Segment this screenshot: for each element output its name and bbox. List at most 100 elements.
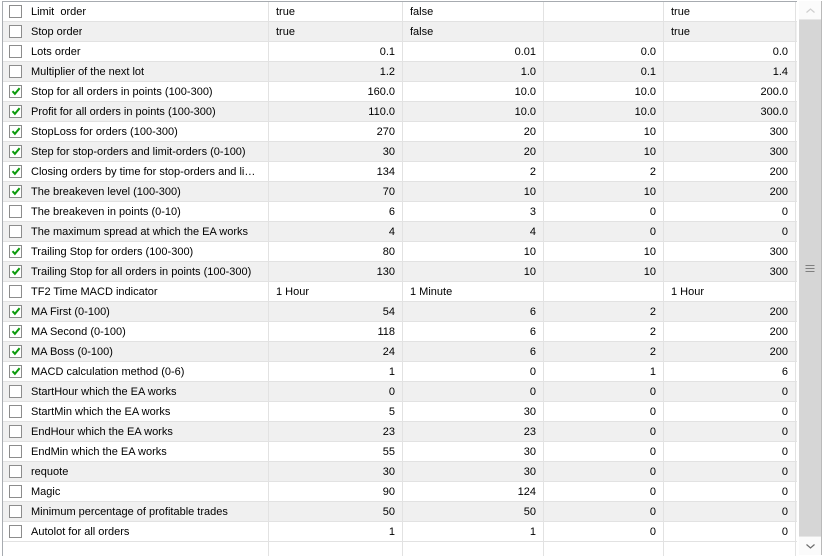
row-checkbox[interactable] — [9, 345, 22, 358]
cell-start[interactable]: 124 — [403, 482, 544, 501]
cell-stop[interactable]: 300.0 — [664, 102, 796, 121]
cell-stop[interactable]: 0 — [664, 422, 796, 441]
cell-stop[interactable]: 300 — [664, 262, 796, 281]
scroll-down-button[interactable] — [799, 536, 821, 555]
cell-value[interactable]: 110.0 — [269, 102, 403, 121]
row-checkbox[interactable] — [9, 205, 22, 218]
table-row[interactable]: Trailing Stop for all orders in points (… — [3, 262, 797, 282]
cell-start[interactable]: 23 — [403, 422, 544, 441]
cell-step[interactable]: 2 — [544, 302, 664, 321]
cell-stop[interactable]: 0 — [664, 522, 796, 541]
cell-value[interactable]: 80 — [269, 242, 403, 261]
cell-start[interactable]: 30 — [403, 402, 544, 421]
cell-step[interactable]: 2 — [544, 322, 664, 341]
cell-step[interactable]: 0 — [544, 442, 664, 461]
cell-value[interactable]: 55 — [269, 442, 403, 461]
cell-stop[interactable]: true — [664, 2, 796, 21]
table-row[interactable]: EndHour which the EA works 23 23 0 0 — [3, 422, 797, 442]
cell-stop[interactable]: 0 — [664, 202, 796, 221]
cell-value[interactable]: 1 — [269, 522, 403, 541]
cell-stop[interactable]: 0 — [664, 382, 796, 401]
table-row[interactable]: StartHour which the EA works 0 0 0 0 — [3, 382, 797, 402]
cell-value[interactable]: 6 — [269, 202, 403, 221]
cell-value[interactable]: 130 — [269, 262, 403, 281]
cell-step[interactable]: 0 — [544, 422, 664, 441]
scroll-up-button[interactable] — [799, 1, 821, 20]
table-row[interactable]: Closing orders by time for stop-orders a… — [3, 162, 797, 182]
cell-stop[interactable]: 300 — [664, 242, 796, 261]
table-row[interactable]: Stop for all orders in points (100-300) … — [3, 82, 797, 102]
table-row[interactable]: The breakeven in points (0-10) 6 3 0 0 — [3, 202, 797, 222]
cell-stop[interactable]: 0.0 — [664, 42, 796, 61]
row-checkbox[interactable] — [9, 245, 22, 258]
row-checkbox[interactable] — [9, 125, 22, 138]
cell-step[interactable]: 0 — [544, 382, 664, 401]
row-checkbox[interactable] — [9, 485, 22, 498]
cell-start[interactable]: 6 — [403, 342, 544, 361]
cell-step[interactable]: 2 — [544, 342, 664, 361]
row-checkbox[interactable] — [9, 65, 22, 78]
cell-stop[interactable]: 0 — [664, 482, 796, 501]
cell-start[interactable]: 3 — [403, 202, 544, 221]
cell-stop[interactable]: 200 — [664, 342, 796, 361]
cell-step[interactable]: 1 — [544, 362, 664, 381]
cell-value[interactable]: 270 — [269, 122, 403, 141]
table-row[interactable]: Limit order true false true — [3, 2, 797, 22]
row-checkbox[interactable] — [9, 185, 22, 198]
table-row[interactable]: MA Boss (0-100) 24 6 2 200 — [3, 342, 797, 362]
cell-stop[interactable]: 300 — [664, 142, 796, 161]
cell-value[interactable]: 4 — [269, 222, 403, 241]
cell-stop[interactable]: 0 — [664, 442, 796, 461]
cell-start[interactable]: 4 — [403, 222, 544, 241]
cell-value[interactable]: 134 — [269, 162, 403, 181]
table-row[interactable]: MA Second (0-100) 118 6 2 200 — [3, 322, 797, 342]
table-row[interactable]: Minimum percentage of profitable trades … — [3, 502, 797, 522]
row-checkbox[interactable] — [9, 165, 22, 178]
cell-start[interactable]: 10 — [403, 182, 544, 201]
row-checkbox[interactable] — [9, 265, 22, 278]
row-checkbox[interactable] — [9, 25, 22, 38]
cell-start[interactable]: 10.0 — [403, 102, 544, 121]
table-row[interactable]: Multiplier of the next lot 1.2 1.0 0.1 1… — [3, 62, 797, 82]
cell-value[interactable]: 1.2 — [269, 62, 403, 81]
row-checkbox[interactable] — [9, 365, 22, 378]
cell-value[interactable]: true — [269, 22, 403, 41]
cell-start[interactable]: 20 — [403, 142, 544, 161]
cell-stop[interactable]: 0 — [664, 462, 796, 481]
row-checkbox[interactable] — [9, 325, 22, 338]
row-checkbox[interactable] — [9, 465, 22, 478]
table-row[interactable]: Profit for all orders in points (100-300… — [3, 102, 797, 122]
row-checkbox[interactable] — [9, 45, 22, 58]
cell-step[interactable]: 0 — [544, 222, 664, 241]
cell-value[interactable]: 24 — [269, 342, 403, 361]
cell-value[interactable]: 118 — [269, 322, 403, 341]
cell-value[interactable]: 160.0 — [269, 82, 403, 101]
cell-value[interactable]: 1 — [269, 362, 403, 381]
cell-start[interactable]: 6 — [403, 302, 544, 321]
cell-step[interactable]: 10 — [544, 122, 664, 141]
cell-step[interactable]: 10.0 — [544, 102, 664, 121]
cell-start[interactable]: 1 — [403, 522, 544, 541]
cell-value[interactable]: 90 — [269, 482, 403, 501]
cell-start[interactable]: false — [403, 22, 544, 41]
cell-step[interactable]: 0 — [544, 202, 664, 221]
cell-stop[interactable]: 300 — [664, 122, 796, 141]
cell-start[interactable]: false — [403, 2, 544, 21]
table-row[interactable]: Step for stop-orders and limit-orders (0… — [3, 142, 797, 162]
cell-stop[interactable]: 200 — [664, 182, 796, 201]
cell-start[interactable]: 0.01 — [403, 42, 544, 61]
cell-step[interactable] — [544, 22, 664, 41]
table-row[interactable]: The maximum spread at which the EA works… — [3, 222, 797, 242]
table-row[interactable]: Lots order 0.1 0.01 0.0 0.0 — [3, 42, 797, 62]
row-checkbox[interactable] — [9, 385, 22, 398]
cell-start[interactable]: 10 — [403, 242, 544, 261]
cell-step[interactable]: 10 — [544, 142, 664, 161]
row-checkbox[interactable] — [9, 105, 22, 118]
cell-start[interactable]: 20 — [403, 122, 544, 141]
cell-value[interactable]: 0 — [269, 382, 403, 401]
cell-stop[interactable]: 200 — [664, 302, 796, 321]
cell-start[interactable]: 1.0 — [403, 62, 544, 81]
cell-step[interactable] — [544, 2, 664, 21]
cell-value[interactable]: true — [269, 2, 403, 21]
row-checkbox[interactable] — [9, 85, 22, 98]
